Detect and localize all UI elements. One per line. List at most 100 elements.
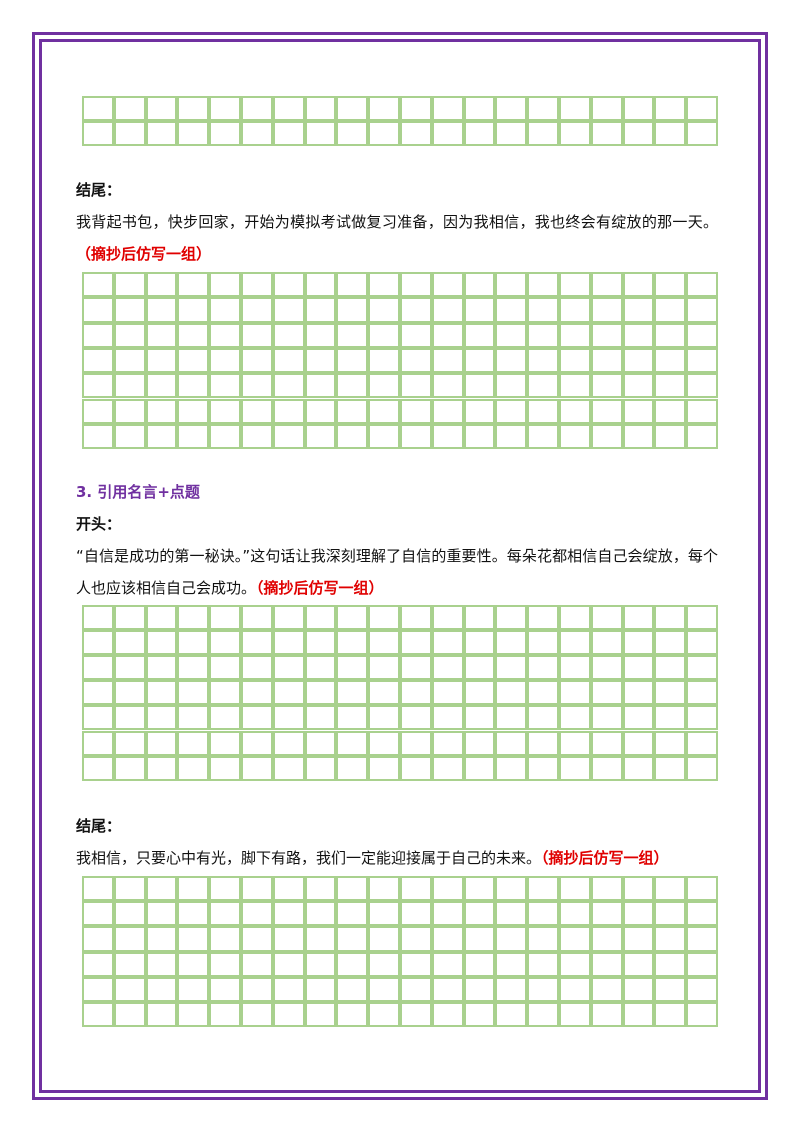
grid-cell [177, 630, 210, 656]
grid-cell [241, 630, 273, 656]
grid-cell [622, 373, 655, 399]
grid-cell [654, 605, 687, 631]
grid-cell [463, 755, 496, 781]
text: “自信是成功的第一秘诀。”这句话让我深刻理解了自信的重要性。每朵花都相信自己会绽… [76, 547, 718, 597]
grid-cell [400, 96, 432, 121]
grid-cell [272, 730, 305, 756]
grid-cell [463, 297, 496, 323]
grid-cell [272, 96, 305, 121]
grid-cell [463, 605, 496, 631]
grid-cell [686, 373, 718, 399]
grid-cell [113, 755, 146, 781]
grid-cell [209, 705, 241, 731]
grid-cell [400, 398, 432, 424]
grid-cell [209, 680, 241, 706]
grid-cell [304, 901, 337, 927]
grid-cell [113, 96, 146, 121]
grid-cell [400, 730, 432, 756]
grid-cell [622, 951, 655, 977]
label: 开头： [76, 515, 122, 533]
grid-cell [272, 347, 305, 374]
grid-cell [590, 1002, 623, 1028]
grid-cell [113, 398, 146, 424]
grid-cell [368, 680, 400, 706]
grid-cell [590, 423, 623, 450]
grid-cell [686, 121, 718, 146]
grid-cell [241, 398, 273, 424]
grid-cell [209, 297, 241, 323]
grid-cell [590, 96, 623, 121]
grid-cell [177, 705, 210, 731]
grid-cell [304, 347, 337, 374]
grid-cell [82, 705, 114, 731]
grid-cell [431, 730, 464, 756]
grid-cell [82, 373, 114, 399]
grid-cell [113, 876, 146, 902]
grid-cell [686, 272, 718, 298]
grid-cell [463, 630, 496, 656]
grid-cell [431, 373, 464, 399]
grid-cell [209, 605, 241, 631]
grid-cell [272, 423, 305, 450]
grid-cell [527, 322, 559, 348]
grid-cell [336, 347, 369, 374]
grid-cell [209, 121, 241, 146]
grid-cell [82, 876, 114, 902]
grid-cell [559, 730, 591, 756]
grid-cell [622, 398, 655, 424]
grid-cell [304, 876, 337, 902]
grid-cell [82, 605, 114, 631]
grid-cell [272, 755, 305, 781]
grid-cell [622, 121, 655, 146]
grid-cell [431, 976, 464, 1002]
grid-cell [622, 347, 655, 374]
grid-cell [82, 655, 114, 681]
grid-cell [527, 96, 559, 121]
grid-cell [304, 976, 337, 1002]
grid-cell [559, 901, 591, 927]
grid-cell [272, 322, 305, 348]
grid-cell [241, 373, 273, 399]
grid-cell [590, 121, 623, 146]
grid-cell [368, 630, 400, 656]
grid-cell [400, 347, 432, 374]
grid-cell [113, 655, 146, 681]
grid-cell [654, 1002, 687, 1028]
paragraph: 我相信，只要心中有光，脚下有路，我们一定能迎接属于自己的未来。（摘抄后仿写一组） [76, 842, 718, 874]
grid-cell [559, 605, 591, 631]
grid-cell [431, 1002, 464, 1028]
grid-cell [590, 630, 623, 656]
grid-cell [400, 976, 432, 1002]
grid-cell [272, 655, 305, 681]
grid-cell [654, 322, 687, 348]
grid-cell [272, 373, 305, 399]
grid-cell [400, 680, 432, 706]
grid-cell [113, 121, 146, 146]
grid-cell [177, 272, 210, 298]
grid-cell [400, 951, 432, 977]
grid-cell [145, 398, 178, 424]
writing-grid [82, 96, 718, 146]
grid-cell [654, 730, 687, 756]
grid-cell [590, 876, 623, 902]
grid-cell [654, 423, 687, 450]
grid-cell [559, 1002, 591, 1028]
grid-cell [495, 297, 528, 323]
grid-cell [145, 680, 178, 706]
grid-cell [177, 876, 210, 902]
grid-cell [590, 655, 623, 681]
grid-cell [527, 976, 559, 1002]
grid-cell [82, 976, 114, 1002]
grid-cell [559, 876, 591, 902]
grid-cell [527, 630, 559, 656]
grid-cell [304, 926, 337, 952]
grid-cell [431, 755, 464, 781]
note: （摘抄后仿写一组） [256, 579, 384, 597]
grid-cell [368, 705, 400, 731]
grid-cell [304, 96, 337, 121]
grid-cell [686, 605, 718, 631]
grid-cell [622, 976, 655, 1002]
grid-cell [209, 373, 241, 399]
grid-cell [209, 755, 241, 781]
grid-cell [527, 121, 559, 146]
